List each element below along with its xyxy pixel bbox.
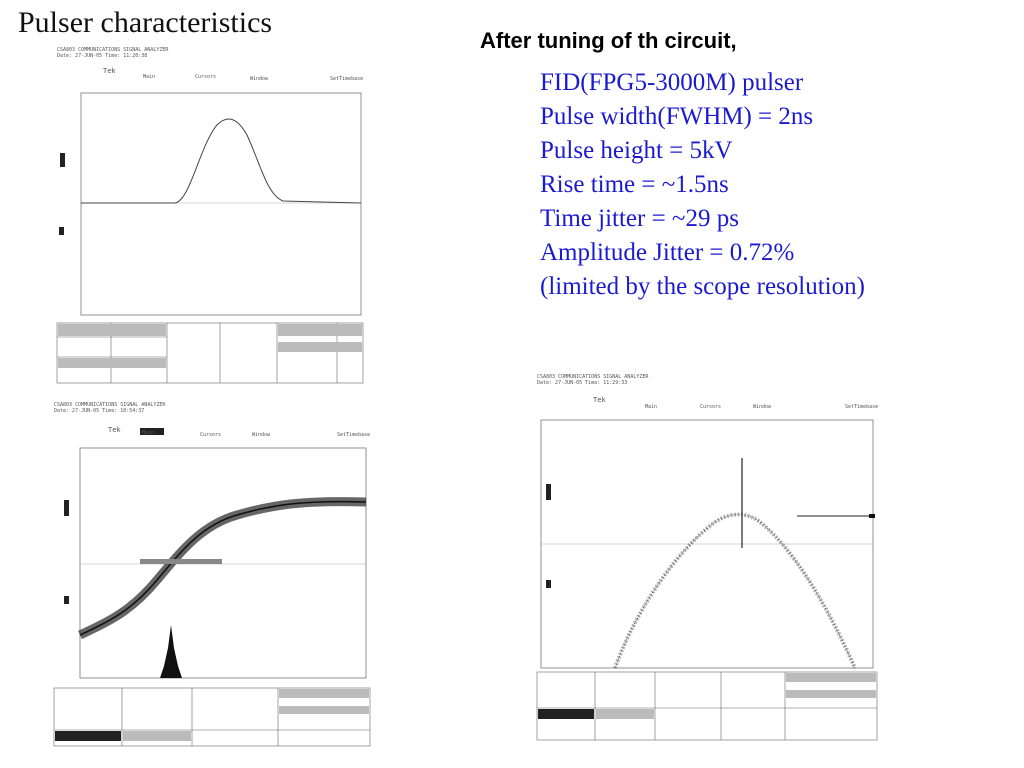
spec-pulse-width: Pulse width(FWHM) = 2ns	[540, 100, 865, 134]
scope-menu-cursors: Cursors	[200, 432, 221, 438]
pulser-spec-list: FID(FPG5-3000M) pulser Pulse width(FWHM)…	[540, 66, 865, 304]
spec-time-jitter: Time jitter = ~29 ps	[540, 202, 865, 236]
trigger-marker-icon	[59, 227, 64, 235]
scope-menu-timebase: SetTimebase	[845, 404, 878, 410]
slide-title: Pulser characteristics	[18, 6, 272, 40]
spec-amplitude-jitter: Amplitude Jitter = 0.72%	[540, 236, 865, 270]
scope-menu-window: Window	[250, 76, 269, 82]
channel-marker-icon	[60, 153, 65, 167]
scope-header-date: Date: 27-JUN-05 Time: 11:20:38	[57, 53, 147, 59]
scope-menu-timebase: SetTimebase	[330, 76, 363, 82]
scope-pulse-waveform: CSA803 COMMUNICATIONS SIGNAL ANALYZER Da…	[55, 45, 365, 385]
scope-menu-main: Main	[143, 74, 155, 80]
amplitude-persistence-band	[615, 515, 855, 669]
scope-header-date: Date: 27-JUN-05 Time: 10:54:37	[54, 408, 144, 414]
pulse-trace	[81, 119, 361, 203]
trigger-marker-icon	[546, 580, 551, 588]
scope-menu-main: Main	[142, 430, 154, 436]
channel-marker-icon	[64, 500, 69, 516]
amplitude-trace	[615, 515, 855, 669]
scope-graticule	[80, 448, 366, 678]
spec-resolution-note: (limited by the scope resolution)	[540, 270, 865, 304]
jitter-window-marker	[140, 559, 222, 564]
scope-menu-main: Main	[645, 404, 657, 410]
scope-amplitude-jitter-persistence: CSA803 COMMUNICATIONS SIGNAL ANALYZER Da…	[535, 372, 880, 744]
scope-menu-cursors: Cursors	[195, 74, 216, 80]
spec-pulse-height: Pulse height = 5kV	[540, 134, 865, 168]
spec-rise-time: Rise time = ~1.5ns	[540, 168, 865, 202]
scope-brand: Tek	[593, 396, 606, 404]
scope-header-date: Date: 27-JUN-05 Time: 11:29:33	[537, 380, 627, 386]
scope-menu-window: Window	[753, 404, 772, 410]
scope-graticule	[81, 93, 361, 315]
scope-readout-table	[537, 672, 877, 740]
scope-brand: Tek	[108, 426, 121, 434]
trigger-marker-icon	[64, 596, 69, 604]
rise-persistence-band	[80, 502, 366, 635]
scope-menu-window: Window	[252, 432, 271, 438]
arrow-head-icon	[869, 514, 875, 518]
tuning-heading: After tuning of th circuit,	[480, 28, 737, 54]
jitter-histogram	[160, 625, 182, 678]
scope-rise-time-persistence: CSA803 COMMUNICATIONS SIGNAL ANALYZER Da…	[52, 400, 372, 750]
scope-brand: Tek	[103, 67, 116, 75]
scope-menu-cursors: Cursors	[700, 404, 721, 410]
spec-pulser-model: FID(FPG5-3000M) pulser	[540, 66, 865, 100]
channel-marker-icon	[546, 484, 551, 500]
scope-menu-timebase: SetTimebase	[337, 432, 370, 438]
